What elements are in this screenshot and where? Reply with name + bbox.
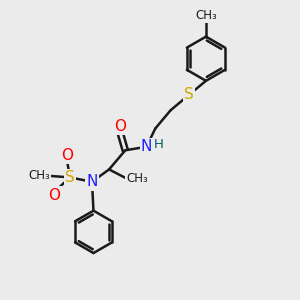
Text: N: N [141, 139, 152, 154]
Text: H: H [154, 138, 164, 151]
Text: O: O [48, 188, 60, 202]
Text: CH₃: CH₃ [195, 9, 217, 22]
Text: CH₃: CH₃ [126, 172, 148, 185]
Text: CH₃: CH₃ [29, 169, 50, 182]
Text: S: S [65, 170, 75, 185]
Text: O: O [114, 119, 126, 134]
Text: N: N [86, 174, 98, 189]
Text: S: S [184, 87, 194, 102]
Text: O: O [61, 148, 73, 163]
